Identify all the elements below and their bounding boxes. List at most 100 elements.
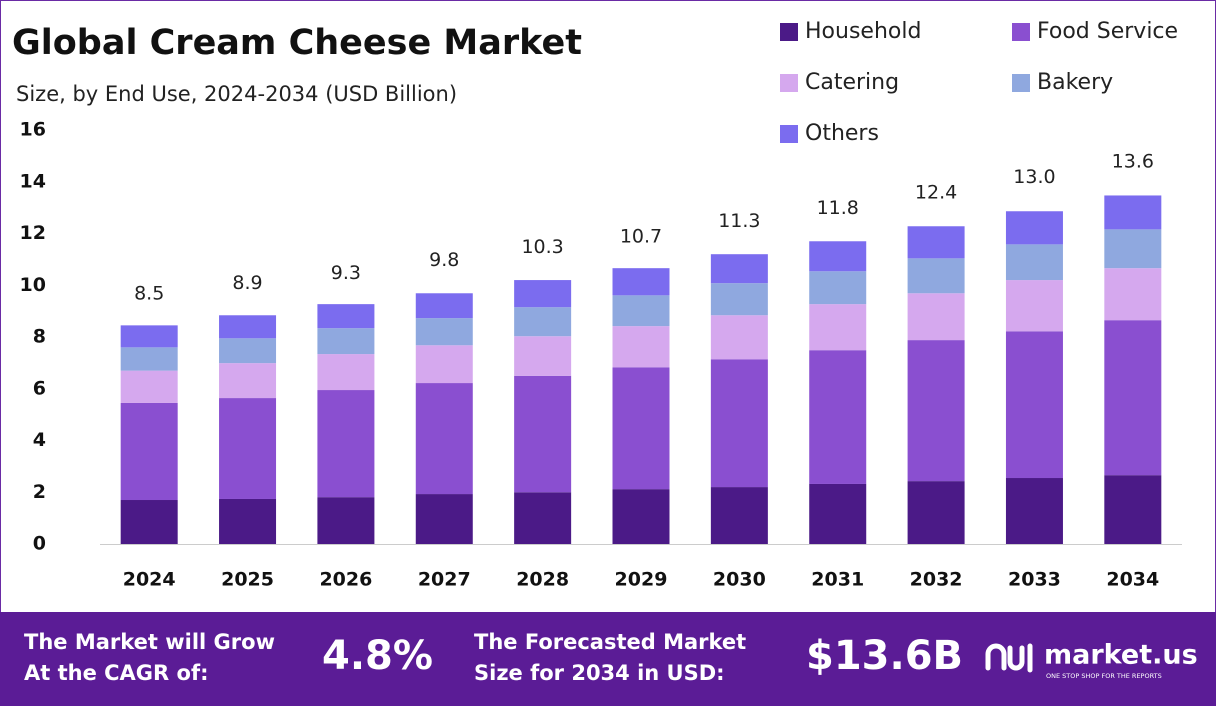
footer-text: At the CAGR of: [24, 661, 209, 685]
legend-swatch [780, 23, 798, 41]
bar-segment [612, 326, 670, 368]
logo-icon [985, 643, 1033, 673]
bar-segment [120, 402, 178, 501]
bar-segment [219, 315, 277, 339]
bar-segment [120, 347, 178, 371]
total-label: 13.0 [1013, 166, 1055, 188]
legend-swatch [780, 74, 798, 92]
x-tick-label: 2032 [910, 569, 963, 591]
x-tick-label: 2025 [221, 569, 274, 591]
total-label: 11.3 [718, 210, 760, 232]
y-tick-label: 12 [20, 222, 46, 244]
bar-segment [809, 241, 867, 272]
total-label: 9.3 [331, 262, 361, 284]
cagr-value: 4.8% [322, 633, 433, 679]
legend-label: Household [805, 19, 921, 44]
footer-text: The Forecasted Market [474, 630, 746, 654]
bar-segment [317, 390, 375, 498]
bar-segment [907, 293, 965, 341]
bar-segment [219, 398, 277, 499]
y-tick-label: 6 [33, 377, 46, 399]
bar-segment [317, 328, 375, 355]
forecast-value: $13.6B [806, 633, 963, 679]
y-tick-label: 4 [33, 429, 46, 451]
bar-segment [1005, 331, 1063, 479]
x-tick-label: 2028 [516, 569, 569, 591]
chart-title: Global Cream Cheese Market [12, 23, 582, 63]
bar-segment [1104, 268, 1162, 321]
total-label: 8.9 [232, 272, 262, 294]
y-tick-label: 10 [20, 274, 46, 296]
bar-segment [710, 254, 768, 284]
bar-segment [710, 487, 768, 544]
bar-segment [317, 304, 375, 329]
x-tick-label: 2027 [418, 569, 471, 591]
tagline: ONE STOP SHOP FOR THE REPORTS [1046, 672, 1162, 680]
bar-segment [415, 293, 473, 319]
y-tick-label: 8 [33, 326, 46, 348]
x-tick-label: 2033 [1008, 569, 1061, 591]
bar-segment [514, 280, 572, 308]
legend-swatch [780, 125, 798, 143]
bar-segment [612, 295, 670, 327]
bar-segment [514, 336, 572, 376]
bar-segment [907, 340, 965, 482]
y-tick-label: 16 [20, 119, 46, 141]
x-tick-label: 2031 [811, 569, 864, 591]
bar-segment [120, 500, 178, 544]
bar-segment [907, 258, 965, 294]
bar-segment [120, 370, 178, 403]
bar-segment [1104, 475, 1162, 544]
bar-segment [1104, 320, 1162, 476]
bar-segment [612, 268, 670, 296]
y-tick-label: 0 [33, 533, 46, 555]
legend-label: Bakery [1037, 70, 1113, 95]
total-label: 10.7 [620, 226, 662, 248]
brand: market.us [1044, 640, 1198, 671]
bar-segment [219, 498, 277, 544]
legend-swatch [1012, 74, 1030, 92]
bar-segment [514, 375, 572, 493]
bar-segment [219, 363, 277, 399]
bar-segment [612, 489, 670, 544]
bar-segment [415, 494, 473, 544]
footer-text: The Market will Grow [24, 630, 275, 654]
bar-segment [809, 483, 867, 544]
bar-segment [1005, 244, 1063, 281]
total-label: 10.3 [521, 236, 563, 258]
chart-subtitle: Size, by End Use, 2024-2034 (USD Billion… [16, 82, 457, 106]
bar-segment [415, 345, 473, 384]
x-tick-label: 2026 [319, 569, 372, 591]
bar-segment [809, 350, 867, 484]
bar-segment [809, 271, 867, 305]
bar-segment [809, 304, 867, 351]
bar-segment [415, 318, 473, 346]
total-label: 12.4 [915, 182, 957, 204]
x-tick-label: 2029 [615, 569, 668, 591]
bar-segment [1005, 478, 1063, 544]
bar-segment [612, 367, 670, 490]
legend-label: Food Service [1037, 19, 1178, 44]
x-tick-label: 2030 [713, 569, 766, 591]
bar-segment [514, 307, 572, 337]
footer-text: Size for 2034 in USD: [474, 661, 725, 685]
total-label: 13.6 [1112, 151, 1154, 173]
bar-segment [219, 338, 277, 364]
bar-segment [710, 359, 768, 488]
total-label: 9.8 [429, 249, 459, 271]
y-tick-label: 2 [33, 481, 46, 503]
bar-segment [710, 283, 768, 316]
bar-segment [514, 492, 572, 544]
bar-segment [317, 354, 375, 391]
legend-label: Catering [805, 70, 899, 95]
bar-segment [907, 481, 965, 544]
bar-segment [120, 325, 178, 348]
total-label: 8.5 [134, 283, 164, 305]
footer-band [0, 612, 1216, 706]
bar-segment [415, 383, 473, 495]
y-tick-label: 14 [20, 170, 46, 192]
bar-segment [1104, 195, 1162, 230]
x-tick-label: 2024 [123, 569, 176, 591]
bar-segment [710, 315, 768, 360]
